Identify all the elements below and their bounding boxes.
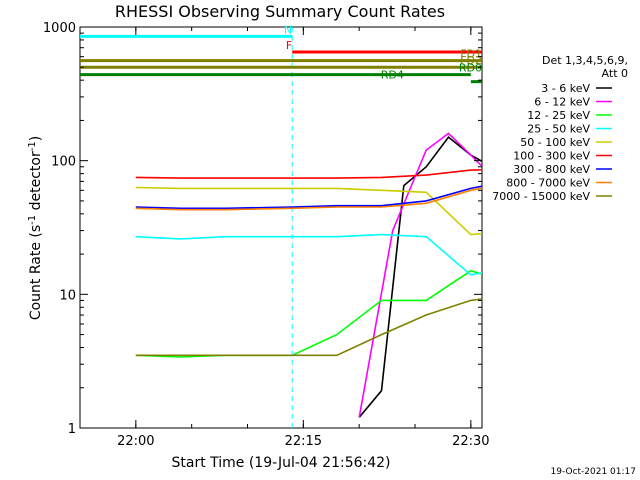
legend-entry-6: 300 - 800 keV: [513, 163, 590, 176]
flag-label-N: N: [284, 23, 292, 36]
legend-entry-8: 7000 - 15000 keV: [492, 190, 590, 203]
legend-entry-2: 12 - 25 keV: [527, 109, 590, 122]
chart-title: RHESSI Observing Summary Count Rates: [115, 2, 445, 21]
series-line-4: [135, 186, 482, 236]
flag-label-RD4: RD4: [381, 69, 404, 82]
legend-entry-3: 25 - 50 keV: [527, 123, 590, 136]
y-tick-label: 10: [59, 288, 76, 303]
legend-entry-1: 6 - 12 keV: [534, 96, 590, 109]
legend-header: Det 1,3,4,5,6,9,: [542, 54, 628, 67]
series-line-7: [135, 187, 482, 211]
legend-entry-4: 50 - 100 keV: [520, 136, 590, 149]
series-line-5: [135, 168, 482, 179]
y-label-part3: ): [28, 136, 44, 141]
flag-label-RD0: RD0: [459, 62, 482, 75]
y-tick-label: 100: [51, 155, 76, 170]
series-line-8: [135, 298, 482, 357]
legend-entry-7: 800 - 7000 keV: [506, 177, 590, 190]
axes: 22:00 22:15 22:30 1 10 100 1000: [43, 21, 490, 449]
series-line-1: [358, 132, 482, 418]
x-tick-label: 22:00: [117, 434, 154, 449]
legend-entry-5: 100 - 300 keV: [513, 150, 590, 163]
y-label-sup2: -1: [27, 141, 38, 151]
legend-header: Att 0: [602, 67, 628, 80]
flag-label-F: F: [286, 39, 292, 52]
series-line-6: [135, 185, 482, 210]
flag-label-FD2: FD2: [460, 54, 482, 67]
y-label-part1: Count Rate (s: [28, 225, 44, 320]
series-line-0: [358, 135, 482, 418]
series-line-2: [135, 269, 482, 358]
y-tick-label: 1: [68, 422, 76, 437]
series-lines: [135, 132, 482, 418]
flag-label-FD1: FD1: [460, 48, 482, 61]
y-label-part2: detector: [28, 151, 44, 215]
series-line-3: [135, 233, 482, 276]
plot-frame: [79, 26, 483, 429]
legend-entry-0: 3 - 6 keV: [541, 82, 590, 95]
x-tick-label: 22:30: [452, 434, 489, 449]
y-label-sup1: -1: [27, 215, 38, 225]
x-tick-label: 22:15: [285, 434, 322, 449]
footer-date: 19-Oct-2021 01:17: [551, 467, 636, 477]
x-axis-label: Start Time (19-Jul-04 21:56:42): [171, 455, 390, 471]
y-axis-label: Count Rate (s-1 detector-1): [27, 136, 45, 320]
y-tick-label: 1000: [43, 21, 76, 36]
